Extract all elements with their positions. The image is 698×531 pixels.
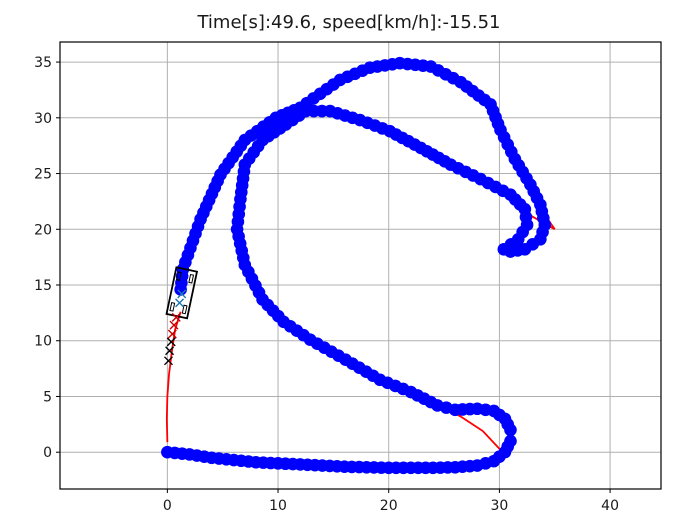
x-tick-label: 30 xyxy=(490,498,508,514)
x-marker xyxy=(167,329,177,339)
vehicle-wheel xyxy=(181,304,188,315)
y-tick-label: 5 xyxy=(43,389,52,405)
x-marker xyxy=(169,320,179,330)
y-tick-label: 10 xyxy=(34,334,52,350)
x-tick-label: 40 xyxy=(601,498,619,514)
chart-title: Time[s]:49.6, speed[km/h]:-15.51 xyxy=(197,12,501,33)
x-marker xyxy=(163,356,173,366)
grid-lines xyxy=(60,42,661,489)
x-marker xyxy=(177,289,187,299)
x-marker xyxy=(165,346,175,356)
y-tick-label: 30 xyxy=(34,111,52,127)
x-marker xyxy=(175,298,185,308)
trajectory-dot xyxy=(504,434,517,448)
y-tick-label: 20 xyxy=(34,222,52,238)
reference-path-line xyxy=(165,311,182,443)
x-tick-label: 10 xyxy=(269,498,287,514)
x-marker xyxy=(171,312,181,322)
x-markers xyxy=(163,289,187,366)
plot-frame xyxy=(59,41,662,490)
x-axis-ticks: 0 10 20 30 40 xyxy=(163,489,619,514)
y-axis-ticks: 0 5 10 15 20 25 30 35 xyxy=(34,55,60,461)
trajectory-dot xyxy=(174,283,187,296)
vehicle-wheel xyxy=(175,271,182,281)
y-tick-label: 25 xyxy=(34,167,52,183)
x-marker xyxy=(166,337,176,347)
trajectory-dots xyxy=(161,56,552,475)
vehicle-wheel xyxy=(169,302,176,312)
y-tick-label: 35 xyxy=(34,55,52,71)
y-tick-label: 0 xyxy=(43,445,52,461)
x-tick-label: 20 xyxy=(380,498,398,514)
x-tick-label: 0 xyxy=(163,498,172,514)
vehicle-wheel xyxy=(188,273,195,284)
y-tick-label: 15 xyxy=(34,278,52,294)
